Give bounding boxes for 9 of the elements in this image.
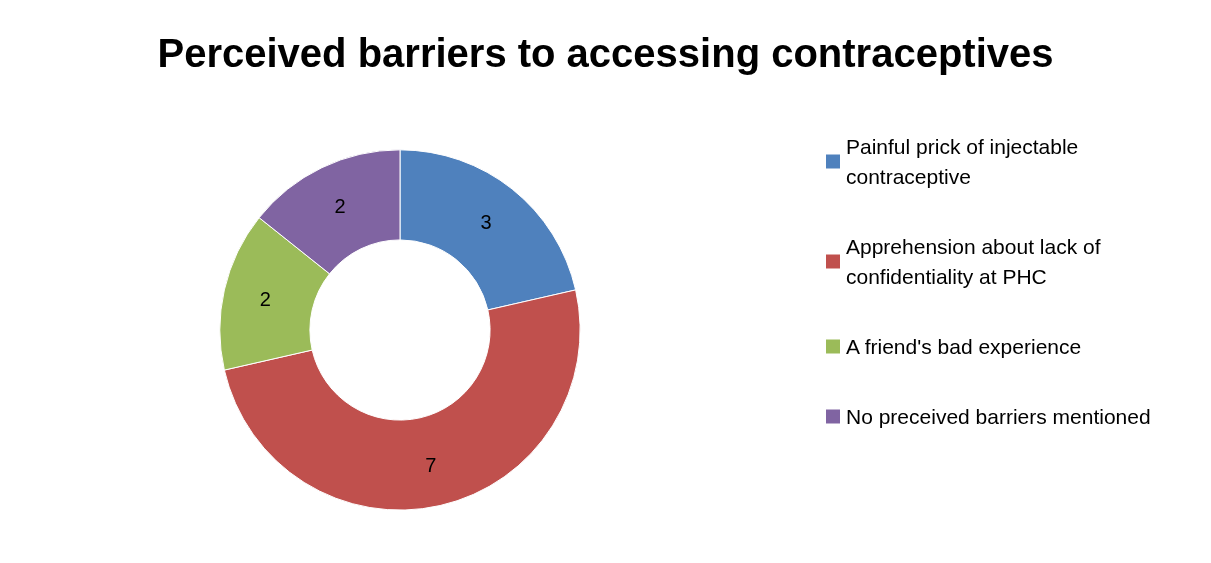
data-label: 7 (425, 453, 437, 476)
legend-label: A friend's bad experience (846, 335, 1082, 358)
data-label: 3 (480, 211, 492, 234)
data-label: 2 (259, 288, 271, 311)
legend-label: No preceived barriers mentioned (846, 405, 1151, 428)
chart-title: Perceived barriers to accessing contraceptives (157, 31, 1054, 75)
legend-label: Painful prick of injectable contraceptive (846, 135, 1085, 188)
data-label: 2 (334, 194, 346, 217)
legend-label: Apprehension about lack of confidentiality at PHC (846, 235, 1107, 288)
